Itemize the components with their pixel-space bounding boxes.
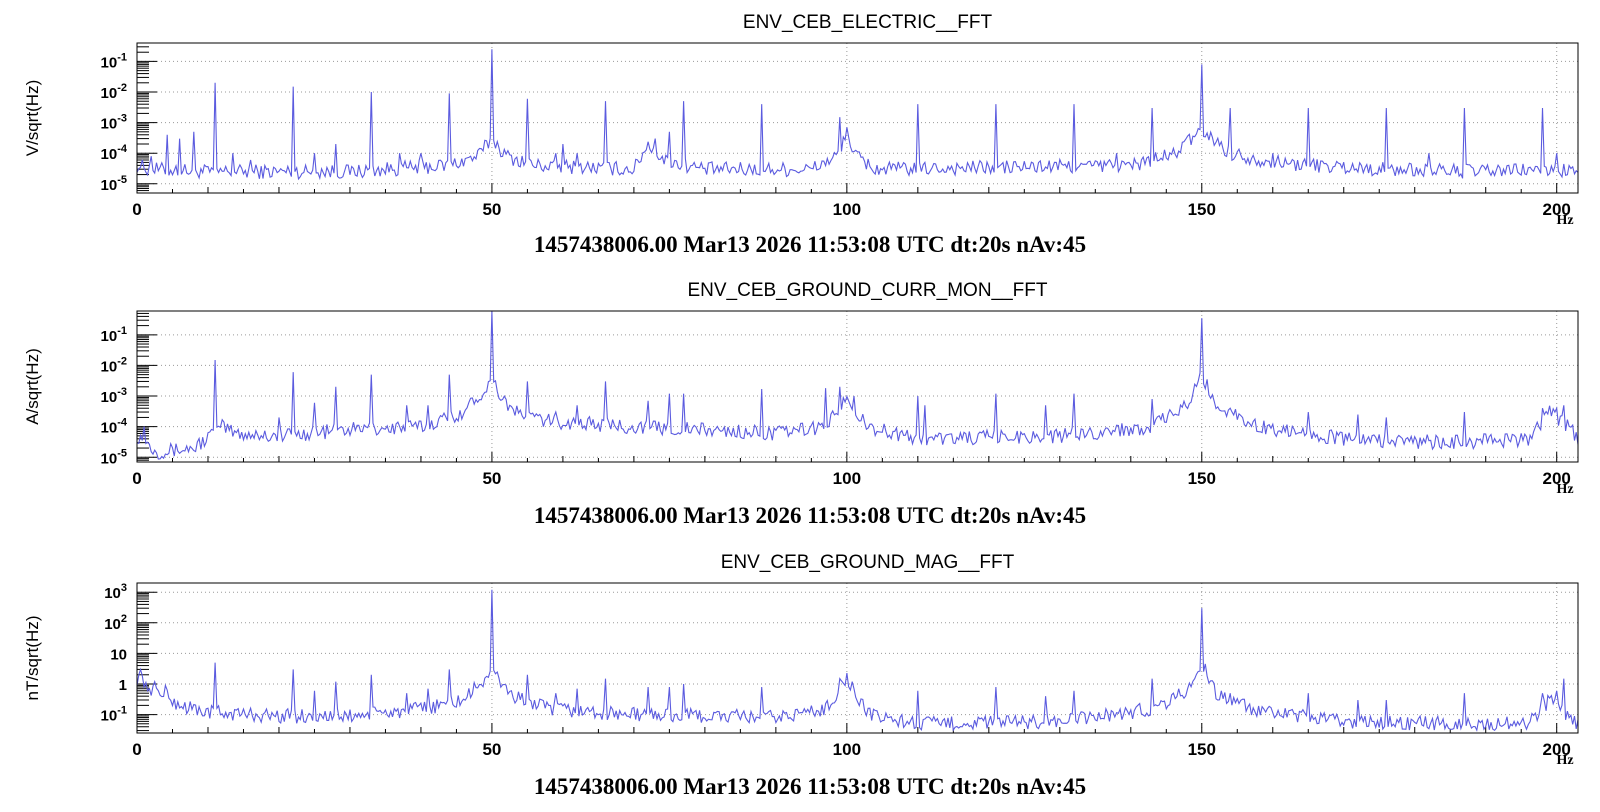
y-tick-label: 10-4 [101, 417, 128, 437]
y-tick-label: 10-2 [101, 355, 127, 375]
x-tick-label: 50 [482, 200, 501, 219]
x-unit-label: Hz [1556, 213, 1573, 228]
series-line [136, 589, 1579, 732]
series-line [136, 310, 1579, 460]
x-tick-label: 100 [833, 740, 861, 759]
y-axis-label: nT/sqrt(Hz) [23, 616, 42, 701]
x-tick-label: 50 [482, 740, 501, 759]
x-tick-label: 150 [1188, 200, 1216, 219]
y-tick-label: 10-1 [101, 325, 127, 345]
y-axis-label: A/sqrt(Hz) [23, 348, 42, 425]
x-tick-label: 50 [482, 469, 501, 488]
plot-frame [136, 310, 1579, 463]
y-tick-label: 10-5 [101, 174, 127, 194]
x-tick-label: 200 [1543, 740, 1571, 759]
chart-title: ENV_CEB_ELECTRIC__FFT [743, 12, 993, 33]
x-tick-label: 0 [132, 469, 141, 488]
y-tick-label: 102 [104, 613, 127, 633]
x-tick-label: 100 [833, 200, 861, 219]
panel-2: ENV_CEB_GROUND_CURR_MON__FFT A/sqrt(Hz) 10… [23, 280, 1579, 528]
x-tick-label: 150 [1188, 740, 1216, 759]
y-tick-label: 10-3 [101, 386, 127, 406]
y-tick-label: 103 [104, 582, 127, 602]
chart-title: ENV_CEB_GROUND_CURR_MON__FFT [687, 280, 1047, 301]
x-tick-label: 200 [1543, 200, 1571, 219]
x-unit-label: Hz [1556, 753, 1573, 768]
plot-frame [136, 42, 1579, 194]
timestamp-footer: 1457438006.00 Mar13 2026 11:53:08 UTC dt… [534, 774, 1086, 799]
x-tick-label: 200 [1543, 469, 1571, 488]
x-tick-label: 100 [833, 469, 861, 488]
y-tick-label: 10-1 [101, 705, 127, 725]
timestamp-footer: 1457438006.00 Mar13 2026 11:53:08 UTC dt… [534, 232, 1086, 257]
y-tick-label: 10-2 [101, 82, 127, 102]
x-tick-label: 0 [132, 200, 141, 219]
y-tick-label: 10-5 [101, 447, 127, 467]
plot-frame [136, 582, 1579, 734]
chart-title: ENV_CEB_GROUND_MAG__FFT [721, 552, 1015, 573]
y-tick-label: 10 [110, 646, 127, 663]
panel-1: ENV_CEB_ELECTRIC__FFT V/sqrt(Hz) 10-1 10-2 1… [23, 12, 1579, 257]
x-tick-label: 0 [132, 740, 141, 759]
y-tick-label: 10-1 [101, 51, 127, 71]
panel-3: ENV_CEB_GROUND_MAG__FFTnT/sqrt(Hz)103102… [23, 552, 1579, 799]
timestamp-footer: 1457438006.00 Mar13 2026 11:53:08 UTC dt… [534, 503, 1086, 528]
x-tick-label: 150 [1188, 469, 1216, 488]
y-tick-label: 10-3 [101, 113, 127, 133]
y-tick-label: 10-4 [101, 143, 128, 163]
y-tick-label: 1 [119, 677, 127, 694]
x-unit-label: Hz [1556, 482, 1573, 497]
series-line [136, 49, 1579, 181]
y-axis-label: V/sqrt(Hz) [23, 80, 42, 157]
